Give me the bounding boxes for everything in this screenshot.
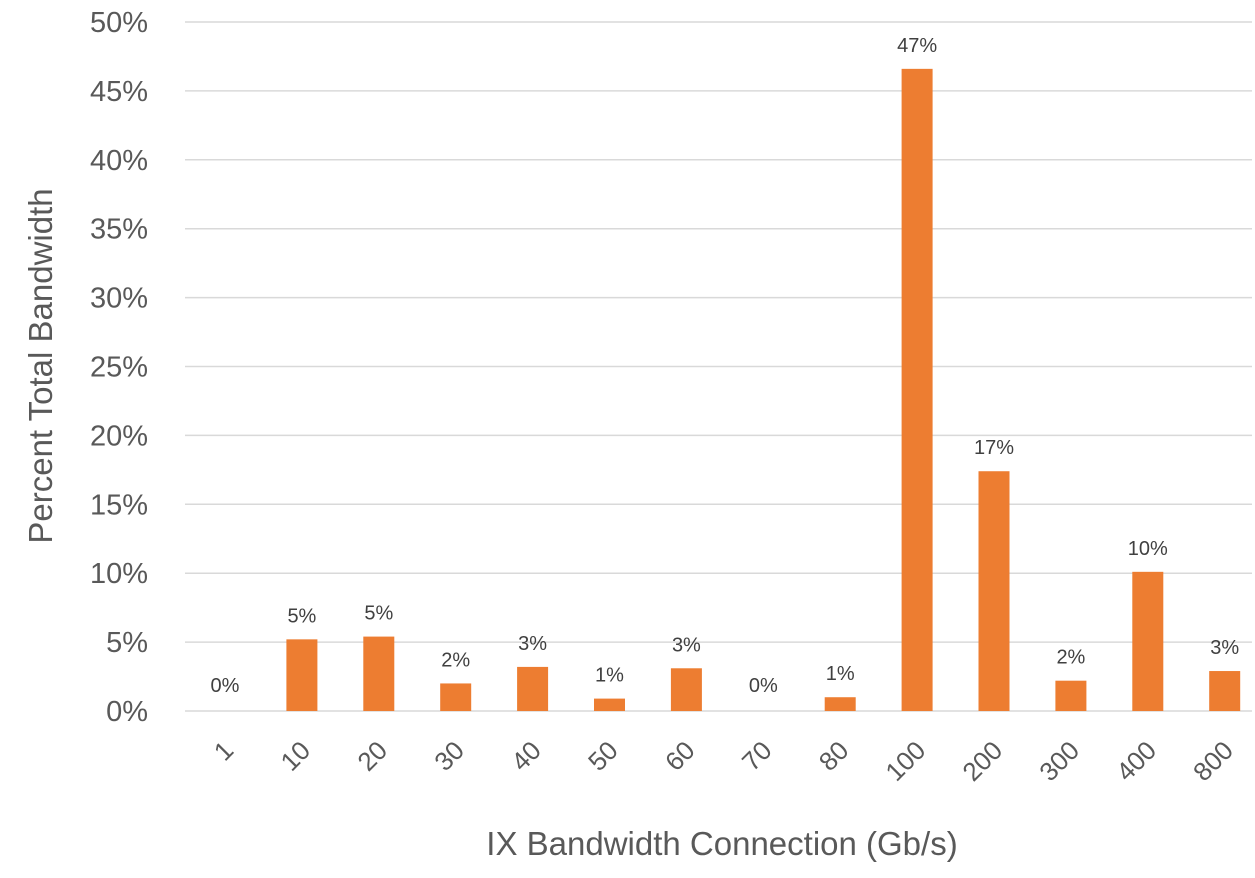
x-tick-label: 70 — [736, 735, 778, 777]
x-tick-label: 200 — [956, 735, 1008, 787]
x-tick-label: 60 — [659, 735, 701, 777]
bar — [594, 698, 625, 711]
bar — [901, 68, 933, 712]
y-tick-label: 25% — [90, 352, 148, 384]
data-label: 3% — [1210, 637, 1239, 659]
x-tick-label: 20 — [351, 735, 393, 777]
data-label: 10% — [1128, 538, 1168, 560]
data-label: 0% — [211, 675, 240, 697]
x-tick-label: 50 — [582, 735, 624, 777]
x-tick-label: 400 — [1110, 735, 1162, 787]
x-tick-label: 30 — [428, 735, 470, 777]
y-tick-label: 35% — [90, 214, 148, 246]
x-tick-label: 300 — [1033, 735, 1085, 787]
x-tick-label: 1 — [208, 735, 239, 766]
y-tick-label: 45% — [90, 76, 148, 108]
x-tick-label: 800 — [1187, 735, 1239, 787]
x-axis-ticks: 1 10 20 30 40 50 60 70 80 100 200 300 400 800 — [208, 735, 1239, 787]
data-label: 3% — [518, 633, 547, 655]
bar — [286, 639, 318, 711]
bar — [670, 668, 702, 711]
data-label: 3% — [672, 634, 701, 656]
x-tick-label: 100 — [879, 735, 931, 787]
bar — [1209, 671, 1241, 711]
x-axis-title: IX Bandwidth Connection (Gb/s) — [486, 825, 957, 862]
bar — [978, 471, 1010, 711]
data-label: 47% — [897, 35, 937, 57]
y-tick-label: 0% — [106, 696, 148, 728]
y-tick-label: 50% — [90, 7, 148, 39]
gridlines — [185, 21, 1252, 712]
data-labels: 0% 5% 5% 2% 3% 1% 3% 0% 1% 47% 17% 2% 10% 3% — [211, 35, 1240, 697]
data-label: 2% — [441, 649, 470, 671]
x-tick-label: 10 — [274, 735, 316, 777]
bar — [440, 683, 472, 711]
data-label: 2% — [1056, 647, 1085, 669]
bar — [1132, 571, 1164, 711]
data-label: 1% — [826, 663, 855, 685]
y-axis-ticks: 0% 5% 10% 15% 20% 25% 30% 35% 40% 45% 50% — [90, 7, 148, 728]
x-tick-label: 80 — [813, 735, 855, 777]
x-tick-label: 40 — [505, 735, 547, 777]
data-label: 17% — [974, 437, 1014, 459]
data-label: 1% — [595, 665, 624, 687]
y-tick-label: 5% — [106, 627, 148, 659]
data-label: 5% — [287, 605, 316, 627]
y-tick-label: 40% — [90, 145, 148, 177]
bar — [824, 697, 856, 711]
data-label: 5% — [364, 603, 393, 625]
y-tick-label: 30% — [90, 283, 148, 315]
bar — [517, 666, 549, 711]
bar — [363, 636, 395, 711]
y-tick-label: 20% — [90, 420, 148, 452]
y-tick-label: 15% — [90, 489, 148, 521]
bars — [286, 68, 1241, 712]
y-tick-label: 10% — [90, 558, 148, 590]
y-axis-title: Percent Total Bandwidth — [22, 188, 59, 543]
bar — [1055, 680, 1087, 711]
data-label: 0% — [749, 675, 778, 697]
